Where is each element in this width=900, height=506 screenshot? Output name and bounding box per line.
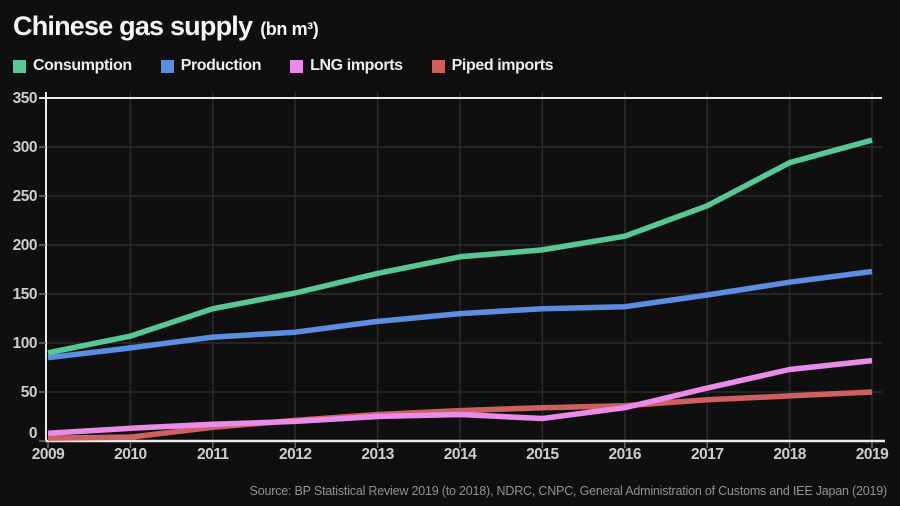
y-tick-label: 100 — [13, 335, 37, 352]
y-tick-label: 300 — [13, 139, 37, 156]
y-tick-label: 250 — [13, 188, 37, 205]
x-tick-label: 2017 — [691, 446, 723, 463]
series-line-production — [47, 268, 873, 361]
piped-imports-swatch-icon — [431, 59, 445, 73]
legend-item-lng-imports: LNG imports — [290, 57, 403, 75]
y-tick-label: 150 — [13, 286, 37, 303]
series-line-piped-imports — [47, 389, 873, 441]
production-swatch-icon — [160, 59, 174, 73]
x-tick-label: 2015 — [526, 446, 559, 463]
y-tick-label: 50 — [21, 384, 37, 401]
consumption-swatch-icon — [13, 59, 26, 73]
x-tick-label: 2013 — [361, 446, 394, 463]
legend-item-production: Production — [160, 57, 262, 75]
x-tick-label: 2010 — [114, 446, 146, 463]
legend: Consumption Production LNG imports Piped… — [13, 57, 554, 75]
series-line-lng-imports — [47, 357, 873, 436]
legend-label-piped-imports: Piped imports — [451, 57, 554, 74]
source-note: Source: BP Statistical Review 2019 (to 2… — [249, 484, 888, 498]
chart-unit: (bn m³) — [260, 19, 319, 39]
x-tick-label: 2016 — [609, 446, 642, 463]
chart-title: Chinese gas supply — [13, 11, 253, 41]
x-tick-label: 2011 — [197, 446, 230, 463]
x-tick-label: 2019 — [856, 446, 889, 463]
x-tick-label: 2018 — [773, 446, 806, 463]
legend-label-lng-imports: LNG imports — [310, 57, 403, 74]
lng-imports-swatch-icon — [290, 59, 304, 73]
y-tick-label: 350 — [13, 90, 37, 107]
legend-label-consumption: Consumption — [33, 57, 132, 74]
legend-item-piped-imports: Piped imports — [431, 57, 554, 75]
y-tick-label: 200 — [13, 237, 37, 254]
legend-label-production: Production — [180, 57, 262, 74]
page-title: Chinese gas supply (bn m³) — [13, 11, 319, 42]
y-tick-label: 0 — [29, 425, 37, 442]
series-line-consumption — [47, 137, 873, 356]
x-tick-label: 2012 — [279, 446, 311, 463]
legend-item-consumption: Consumption — [13, 57, 132, 75]
x-tick-label: 2014 — [444, 446, 477, 463]
x-tick-label: 2009 — [32, 446, 65, 463]
